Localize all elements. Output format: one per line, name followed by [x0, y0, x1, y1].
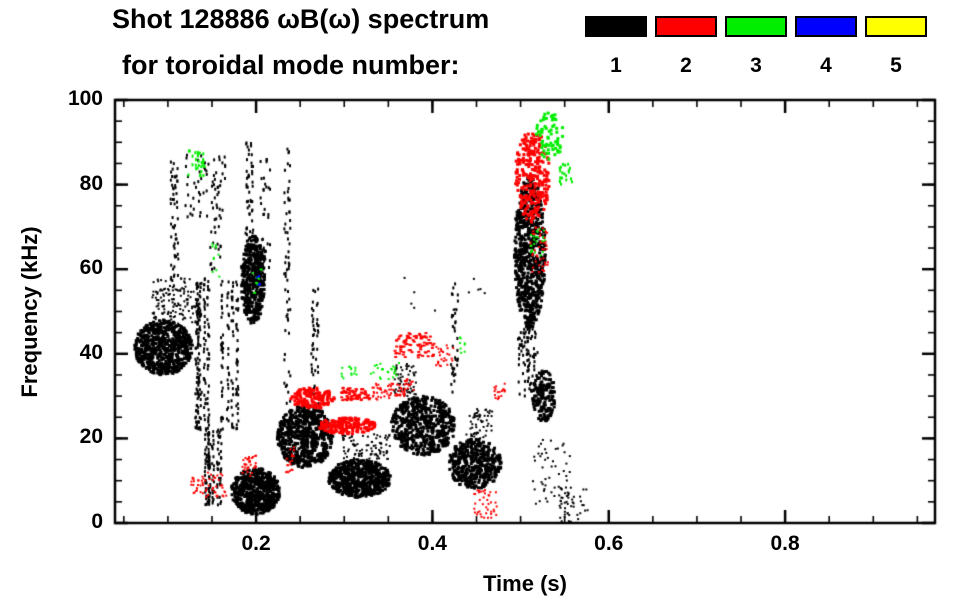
- y-axis-title: Frequency (kHz): [17, 225, 42, 398]
- x-tick-label-0.6: 0.6: [594, 532, 624, 555]
- y-tick-label-40: 40: [79, 340, 103, 364]
- y-tick-label-100: 100: [67, 87, 103, 110]
- y-tick-label-20: 20: [79, 425, 103, 449]
- y-tick-label-60: 60: [79, 256, 103, 280]
- y-tick-label-0: 0: [91, 510, 103, 533]
- x-tick-label-0.2: 0.2: [241, 532, 271, 555]
- x-axis-title: Time (s): [483, 571, 567, 596]
- y-tick-label-80: 80: [79, 171, 103, 195]
- x-tick-label-0.8: 0.8: [770, 532, 800, 555]
- x-tick-label-0.4: 0.4: [417, 532, 447, 555]
